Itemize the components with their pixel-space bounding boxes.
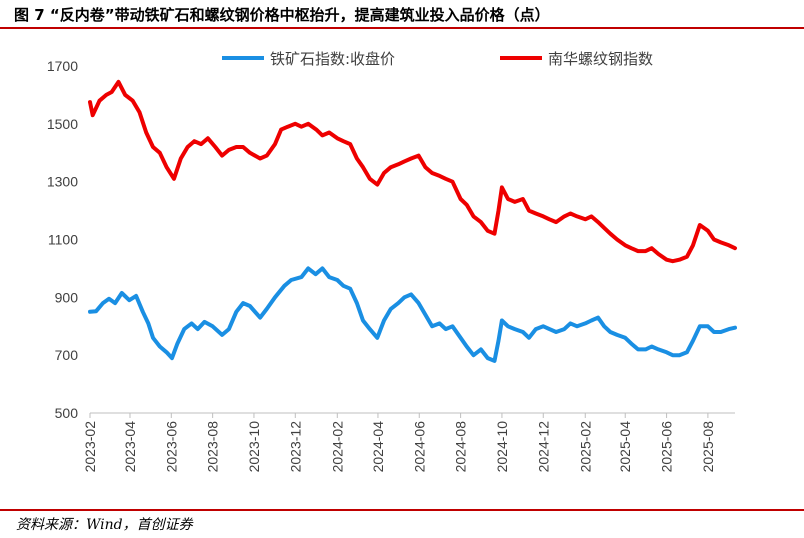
x-axis: 2023-02 2023-04 2023-06 2023-08 2023-10 2023-… [82,412,735,473]
x-tick-label: 2024-10 [494,421,510,473]
y-axis: 500 700 900 1100 1300 1500 1700 [47,58,78,421]
y-tick-label: 1700 [47,58,78,74]
top-rule [0,27,804,29]
x-tick-label: 2025-02 [577,421,593,473]
x-tick-label: 2024-04 [370,421,386,473]
source-note: 资料来源：Wind，首创证券 [16,517,193,533]
x-tick-label: 2024-06 [411,421,427,473]
y-tick-label: 1500 [47,116,78,132]
x-tick-label: 2025-04 [617,421,633,473]
legend-label: 南华螺纹钢指数 [548,50,653,68]
x-tick-label: 2023-04 [122,421,138,473]
series-layer [88,79,737,363]
y-tick-label: 700 [55,347,79,363]
y-tick-label: 500 [55,405,79,421]
legend-label: 铁矿石指数:收盘价 [270,50,395,68]
y-tick-label: 900 [55,289,79,305]
x-tick-label: 2023-12 [287,421,303,473]
y-tick-label: 1100 [48,232,78,248]
x-tick-label: 2023-10 [246,421,262,473]
rebar-series-line [88,79,737,264]
figure-title: 图 7 “反内卷”带动铁矿石和螺纹钢价格中枢抬升，提高建筑业投入品价格（点） [14,6,550,24]
line-chart: 500 700 900 1100 1300 1500 1700 2023-02 2023-04… [47,50,737,473]
x-tick-label: 2024-02 [329,421,345,473]
x-tick-label: 2025-06 [659,421,675,473]
x-tick-label: 2024-12 [535,421,551,473]
x-tick-label: 2025-08 [700,421,716,473]
x-tick-label: 2023-08 [205,421,221,473]
iron-ore-series-line [88,266,737,363]
x-tick-label: 2023-02 [82,421,98,473]
x-tick-label: 2023-06 [163,421,179,473]
x-tick-label: 2024-08 [453,421,469,473]
legend: 铁矿石指数:收盘价 南华螺纹钢指数 [222,50,653,68]
y-tick-label: 1300 [47,174,78,190]
bottom-rule [0,509,804,511]
